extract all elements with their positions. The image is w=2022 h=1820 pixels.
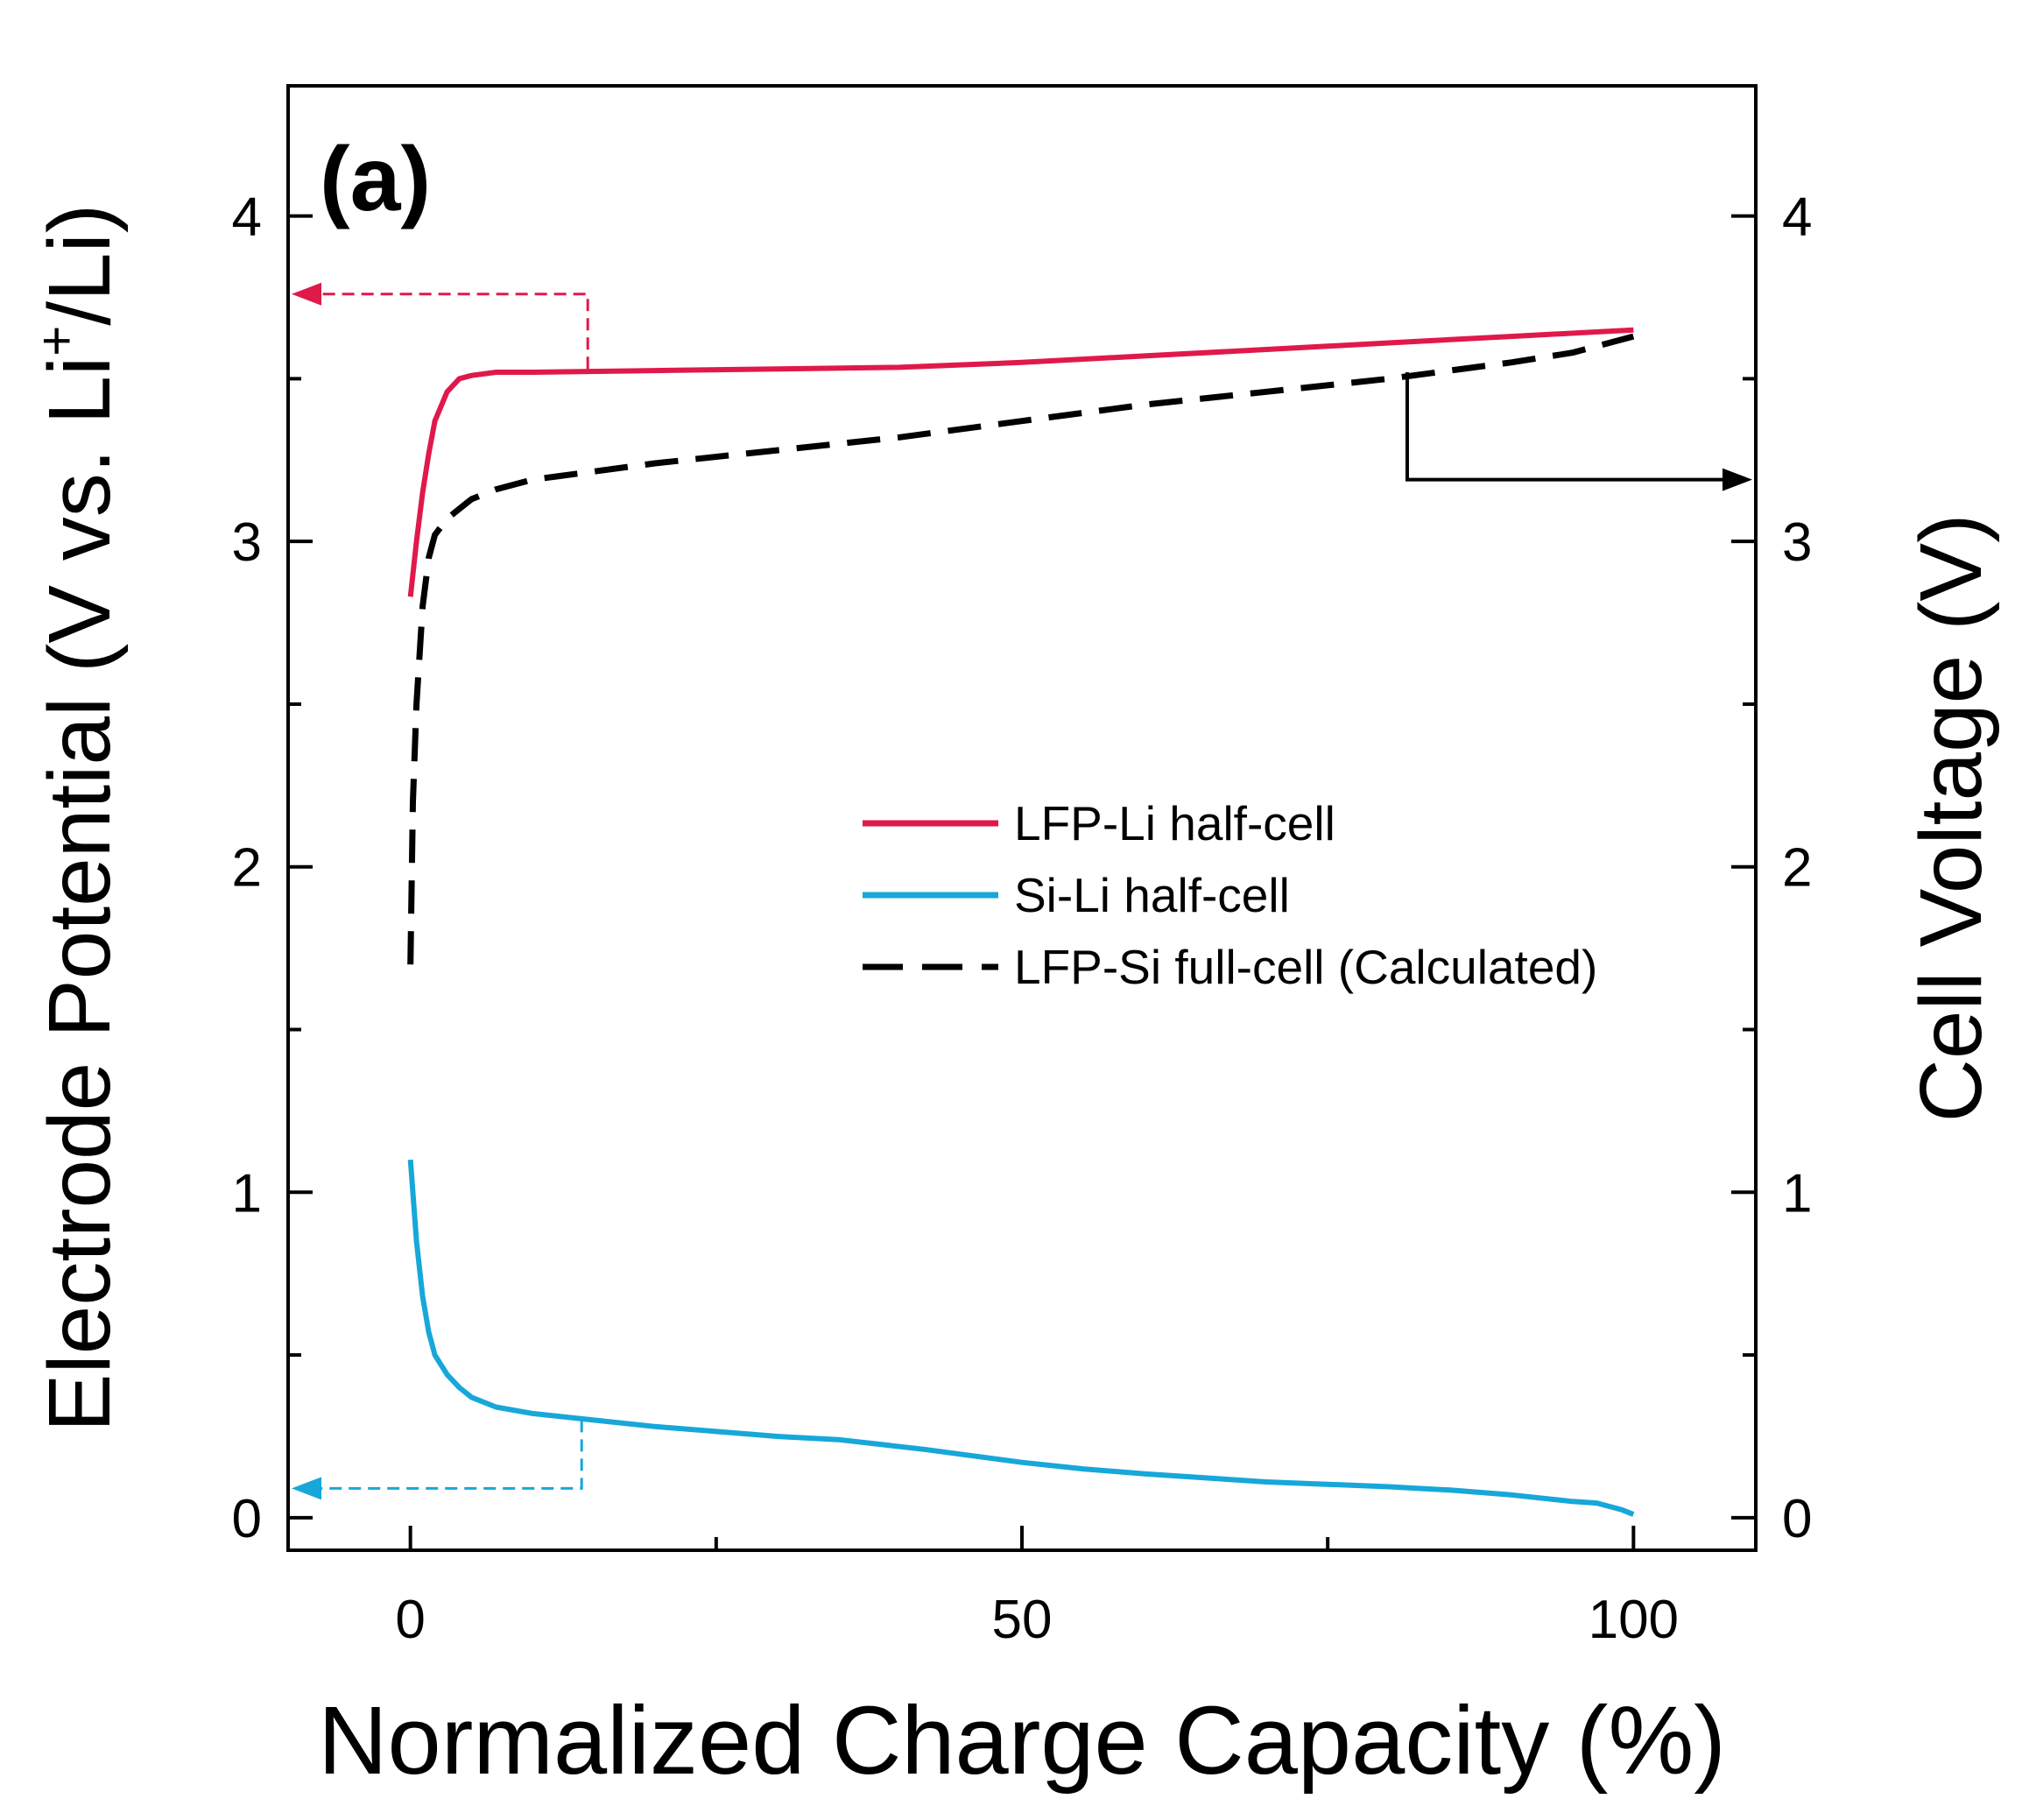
y-tick-label-right: 0 xyxy=(1782,1489,1812,1549)
y-tick-label-left: 3 xyxy=(232,512,262,573)
x-tick-label: 0 xyxy=(395,1590,425,1650)
legend-label: LFP-Si full-cell (Calculated) xyxy=(1014,940,1597,994)
y-tick-label-right: 3 xyxy=(1782,512,1812,573)
annotation-arrowhead xyxy=(1723,468,1752,491)
y-axis-title-right: Cell Voltage (V) xyxy=(1902,514,2000,1123)
series-line-0 xyxy=(407,327,1634,597)
y-title-pre: Electrode Potential (V vs. Li xyxy=(31,356,129,1432)
legend-label: Si-Li half-cell xyxy=(1014,868,1290,922)
y-title-post: /Li) xyxy=(31,204,129,326)
y-tick-label-right: 2 xyxy=(1782,838,1812,899)
x-axis-title: Normalized Charge Capacity (%) xyxy=(318,1687,1726,1795)
y-title-sup: + xyxy=(27,326,86,356)
annotation-arrowhead xyxy=(292,1477,321,1500)
series-line-2 xyxy=(407,333,1635,965)
annotation-arrowhead xyxy=(292,282,321,306)
y-tick-label-right: 4 xyxy=(1782,187,1812,248)
y-axis-title-left: Electrode Potential (V vs. Li+/Li) xyxy=(27,204,129,1432)
x-tick-label: 50 xyxy=(992,1590,1053,1650)
y-tick-label-left: 2 xyxy=(232,838,262,899)
y-tick-label-left: 0 xyxy=(232,1489,262,1549)
legend-label: LFP-Li half-cell xyxy=(1014,796,1335,850)
panel-label: (a) xyxy=(320,129,431,230)
y-tick-label-right: 1 xyxy=(1782,1163,1812,1224)
x-tick-label: 100 xyxy=(1589,1590,1679,1650)
y-tick-label-left: 1 xyxy=(232,1163,262,1224)
legend: LFP-Li half-cell Si-Li half-cell LFP-Si fu… xyxy=(863,796,1597,994)
series-line-1 xyxy=(407,1159,1635,1517)
annotation-arrow-line xyxy=(311,293,589,370)
annotation-arrow-line xyxy=(311,1420,583,1490)
y-tick-label-left: 4 xyxy=(232,187,262,248)
annotation-arrow-line xyxy=(1405,371,1733,482)
